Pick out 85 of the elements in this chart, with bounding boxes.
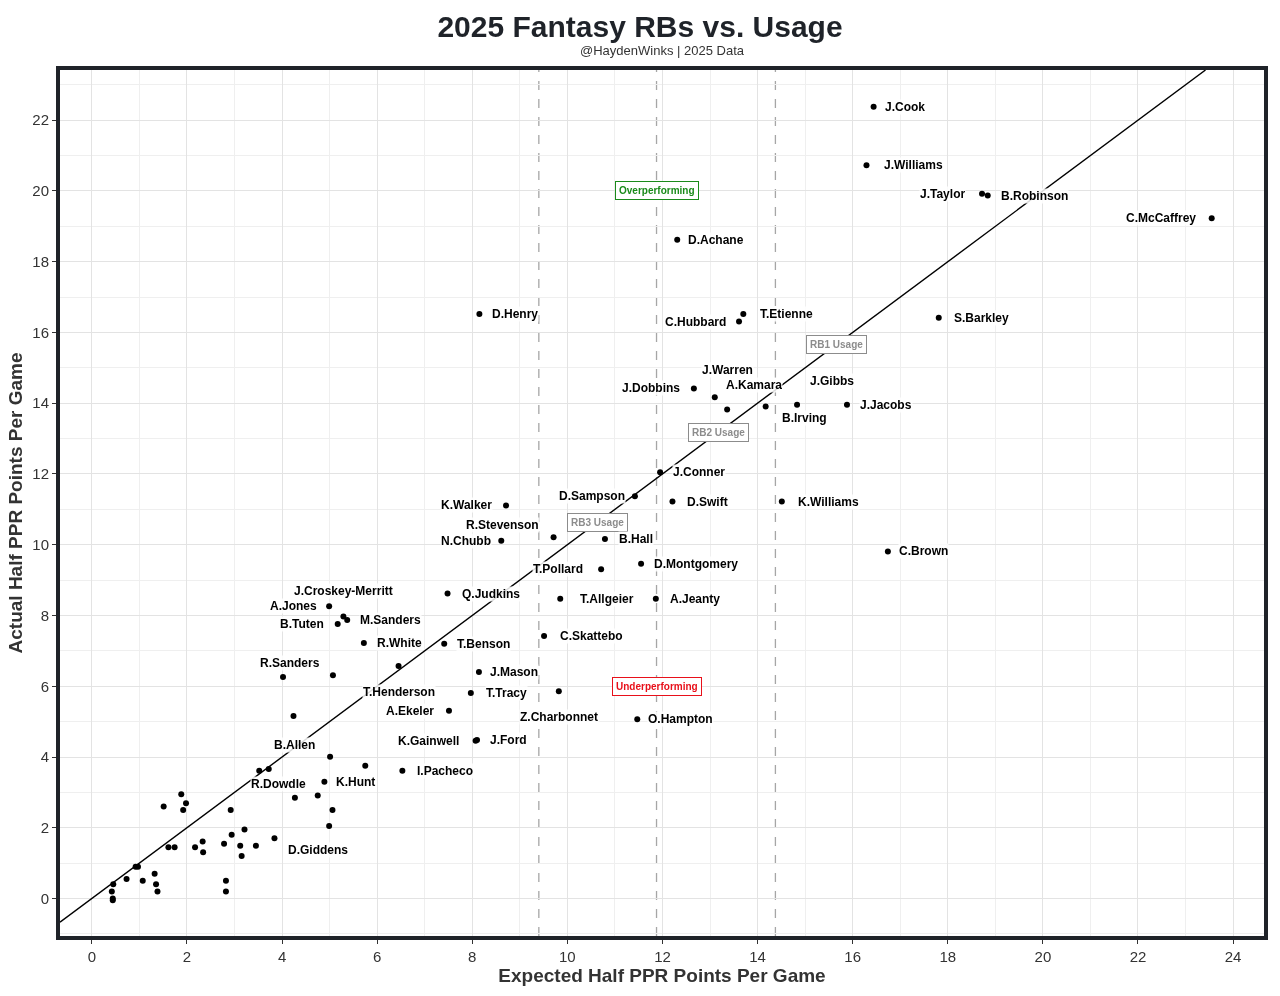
chart-title: 2025 Fantasy RBs vs. Usage bbox=[437, 9, 843, 43]
annotation: I.Pacheco bbox=[417, 764, 474, 778]
annotation: D.Montgomery bbox=[654, 557, 739, 571]
annotation: B.Irving bbox=[782, 411, 827, 425]
annotation: B.Hall bbox=[619, 532, 654, 546]
annotation: B.Robinson bbox=[1001, 189, 1069, 203]
x-tick-label: 0 bbox=[87, 948, 97, 965]
chart-subtitle: @HaydenWinks | 2025 Data bbox=[580, 43, 745, 58]
x-tick-label: 14 bbox=[749, 948, 766, 965]
annotation: J.Ford bbox=[490, 733, 527, 747]
y-tick-label: 12 bbox=[32, 465, 49, 483]
x-axis-title: Expected Half PPR Points Per Game bbox=[498, 965, 826, 987]
annotation: O.Hampton bbox=[648, 712, 713, 726]
annotation: Z.Charbonnet bbox=[520, 710, 598, 724]
y-tick-label: 16 bbox=[32, 323, 49, 341]
annotation: K.Williams bbox=[798, 495, 859, 509]
annotation: R.Dowdle bbox=[251, 777, 306, 791]
annotation: T.Henderson bbox=[363, 685, 436, 699]
x-tick-label: 20 bbox=[1034, 948, 1052, 965]
annotation: R.Stevenson bbox=[466, 518, 539, 532]
annotation: C.Skattebo bbox=[560, 629, 623, 643]
annotation: Q.Judkins bbox=[462, 587, 521, 601]
annotation: Underperforming bbox=[616, 681, 698, 692]
annotation: A.Jeanty bbox=[670, 592, 721, 606]
x-tick-label: 16 bbox=[844, 948, 862, 965]
annotation: J.Croskey-Merritt bbox=[294, 584, 393, 598]
y-axis-title: Actual Half PPR Points Per Game bbox=[4, 352, 26, 654]
x-tick-label: 22 bbox=[1129, 948, 1147, 965]
y-tick-label: 4 bbox=[40, 748, 49, 766]
annotation: B.Allen bbox=[274, 738, 316, 752]
annotation: J.Warren bbox=[702, 363, 753, 377]
y-tick-label: 22 bbox=[32, 111, 49, 129]
y-tick-label: 2 bbox=[40, 819, 49, 836]
annotation: A.Jones bbox=[270, 599, 318, 613]
annotation: K.Hunt bbox=[336, 775, 376, 789]
y-tick-label: 10 bbox=[32, 535, 49, 553]
annotation: J.Dobbins bbox=[622, 381, 681, 395]
annotation: J.Taylor bbox=[920, 187, 966, 201]
x-tick-label: 8 bbox=[468, 948, 477, 965]
y-tick-label: 8 bbox=[40, 606, 49, 624]
annotation: J.Mason bbox=[490, 665, 539, 679]
annotation: B.Tuten bbox=[280, 617, 324, 631]
annotation: T.Benson bbox=[457, 637, 511, 651]
y-tick-label: 14 bbox=[32, 394, 49, 412]
x-tick-label: 2 bbox=[182, 948, 192, 965]
annotation: D.Achane bbox=[688, 233, 744, 247]
annotation: K.Gainwell bbox=[398, 734, 460, 748]
annotation: J.Cook bbox=[885, 100, 926, 114]
annotation: A.Kamara bbox=[726, 378, 783, 392]
annotation: N.Chubb bbox=[441, 534, 491, 548]
annotation: D.Giddens bbox=[288, 843, 349, 857]
annotation: T.Etienne bbox=[760, 307, 813, 321]
annotation: C.Hubbard bbox=[665, 315, 727, 329]
annotation: RB2 Usage bbox=[692, 427, 746, 438]
annotation: R.Sanders bbox=[260, 656, 320, 670]
annotation: K.Walker bbox=[441, 498, 493, 512]
annotation: Overperforming bbox=[619, 185, 695, 196]
y-tick-label: 18 bbox=[32, 252, 49, 270]
annotation: J.Conner bbox=[673, 465, 726, 479]
annotation: D.Sampson bbox=[559, 489, 626, 503]
annotation: RB3 Usage bbox=[571, 517, 625, 528]
annotation: T.Allgeier bbox=[580, 592, 634, 606]
x-tick-label: 10 bbox=[559, 948, 576, 965]
y-tick-label: 0 bbox=[40, 889, 49, 907]
x-tick-label: 12 bbox=[654, 948, 671, 965]
annotation: J.Williams bbox=[884, 158, 943, 172]
annotation: A.Ekeler bbox=[386, 704, 435, 718]
annotation: T.Pollard bbox=[533, 562, 584, 576]
y-tick-label: 20 bbox=[32, 182, 49, 200]
x-tick-label: 6 bbox=[373, 948, 382, 965]
annotation: S.Barkley bbox=[954, 311, 1010, 325]
annotation: J.Jacobs bbox=[860, 398, 912, 412]
annotation: M.Sanders bbox=[360, 613, 422, 627]
annotation: T.Tracy bbox=[486, 686, 528, 700]
annotation: D.Swift bbox=[687, 495, 728, 509]
annotation: R.White bbox=[377, 636, 422, 650]
x-tick-label: 18 bbox=[939, 948, 957, 965]
annotation: RB1 Usage bbox=[810, 339, 864, 350]
annotation: D.Henry bbox=[492, 307, 539, 321]
annotation: C.Brown bbox=[899, 544, 949, 558]
annotation: J.Gibbs bbox=[810, 374, 855, 388]
annotation: C.McCaffrey bbox=[1126, 211, 1197, 225]
y-tick-label: 6 bbox=[40, 677, 49, 695]
x-tick-label: 24 bbox=[1224, 948, 1242, 965]
x-tick-label: 4 bbox=[277, 948, 287, 965]
